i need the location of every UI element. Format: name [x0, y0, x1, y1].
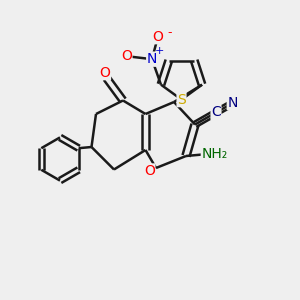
Text: C: C [211, 106, 221, 119]
Text: O: O [152, 30, 164, 44]
Text: O: O [121, 49, 132, 63]
Text: S: S [177, 93, 186, 106]
Text: +: + [155, 46, 164, 56]
Text: O: O [100, 66, 110, 80]
Text: NH₂: NH₂ [201, 148, 228, 161]
Text: N: N [147, 52, 157, 66]
Text: -: - [167, 26, 172, 39]
Text: O: O [144, 164, 155, 178]
Text: N: N [227, 96, 238, 110]
